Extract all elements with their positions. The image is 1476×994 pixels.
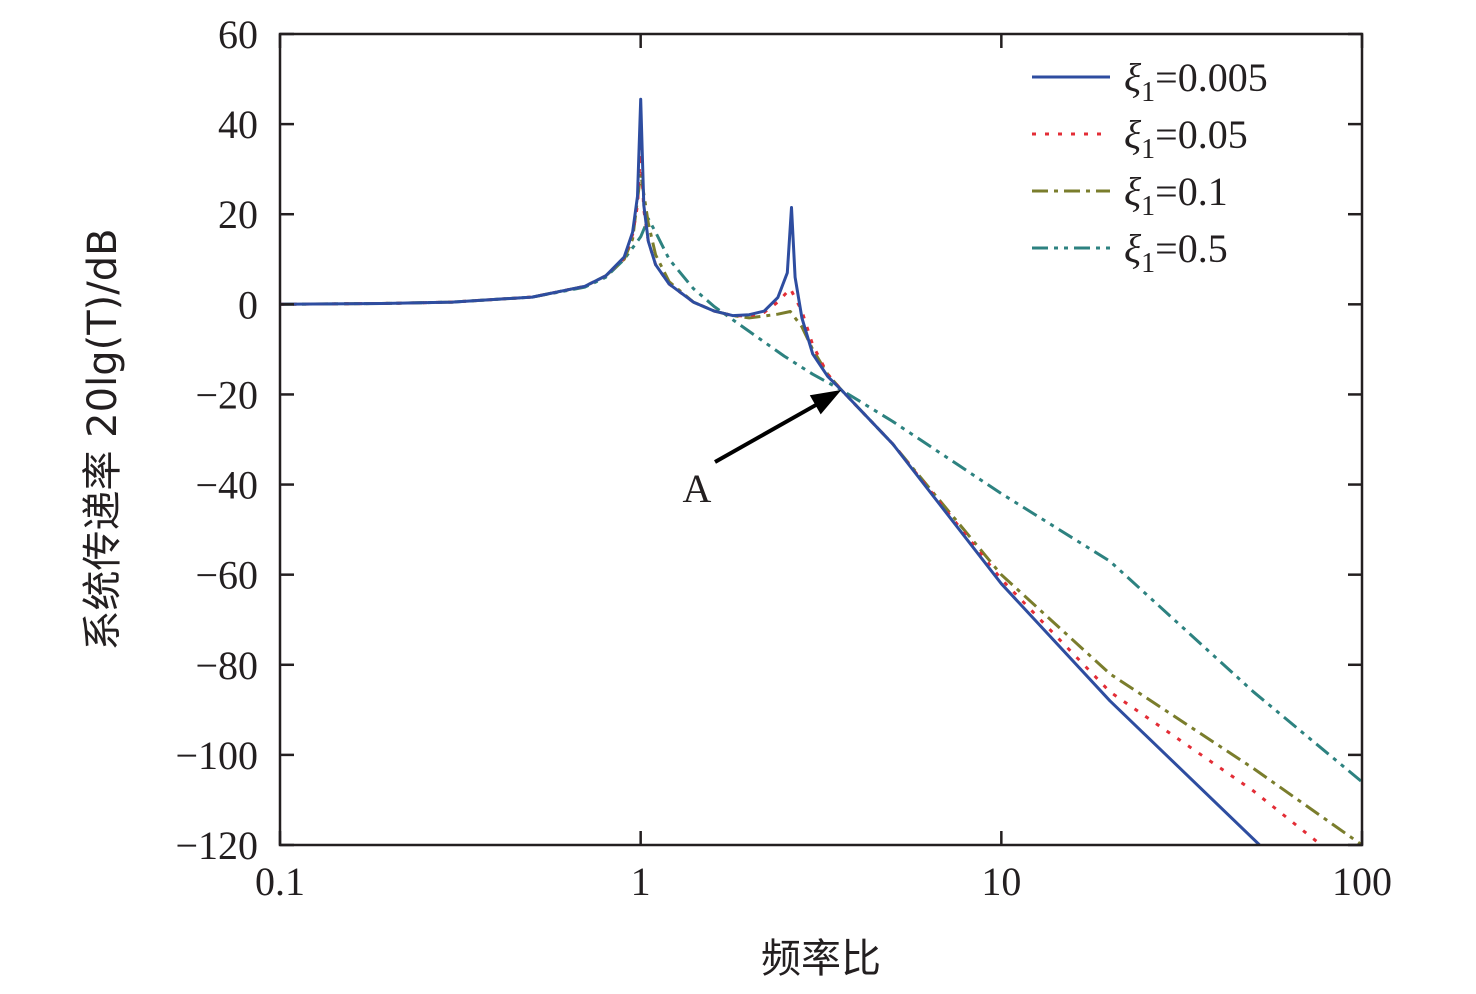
y-tick-label: 60: [218, 12, 258, 57]
legend-label-1: ξ1=0.005: [1124, 55, 1268, 108]
x-tick-label: 100: [1332, 859, 1392, 904]
series-line-1: [280, 97, 1261, 845]
x-tick-label: 0.1: [255, 859, 305, 904]
x-axis-label: 频率比: [761, 936, 881, 982]
legend-label-2: ξ1=0.05: [1124, 112, 1248, 165]
legend-label-4: ξ1=0.5: [1124, 226, 1228, 279]
legend-label-3: ξ1=0.1: [1124, 169, 1228, 222]
plot-frame: [278, 32, 1364, 847]
annotations-group: A: [683, 389, 842, 511]
y-tick-label: −40: [195, 463, 258, 508]
y-tick-label: 20: [218, 192, 258, 237]
y-tick-label: 0: [238, 282, 258, 327]
y-axis-label: 系统传递率 20lg(T)/dB: [80, 228, 126, 650]
annotation-arrow-shaft: [714, 400, 823, 464]
plot-series-group: [280, 97, 1362, 845]
x-tick-label: 1: [631, 859, 651, 904]
series-line-3: [280, 172, 1362, 845]
y-tick-label: −60: [195, 553, 258, 598]
x-tick-label: 10: [981, 859, 1021, 904]
series-line-4: [280, 217, 1362, 784]
axis-ticks-group: [278, 32, 1364, 847]
tick-labels-group: 0.1 1 10 100 60 40 20 0 −20 −40 −60 −80 −100 −120: [175, 12, 1392, 904]
y-tick-label: −80: [195, 643, 258, 688]
y-tick-label: −100: [175, 733, 258, 778]
annotation-arrow-head: [809, 389, 842, 415]
y-tick-label: −20: [195, 372, 258, 417]
y-tick-label: −120: [175, 823, 258, 868]
annotation-label-a: A: [683, 466, 712, 511]
y-tick-label: 40: [218, 102, 258, 147]
